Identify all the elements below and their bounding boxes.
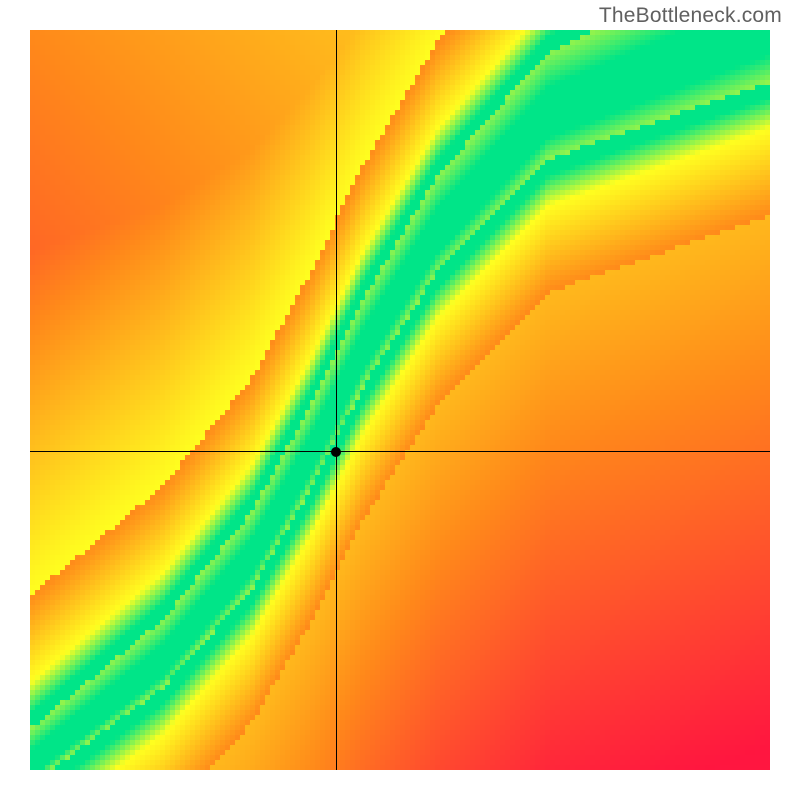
crosshair-vertical xyxy=(336,30,337,770)
heatmap-canvas xyxy=(30,30,770,770)
heatmap-plot xyxy=(30,30,770,770)
watermark-text: TheBottleneck.com xyxy=(599,4,782,28)
crosshair-horizontal xyxy=(30,451,770,452)
